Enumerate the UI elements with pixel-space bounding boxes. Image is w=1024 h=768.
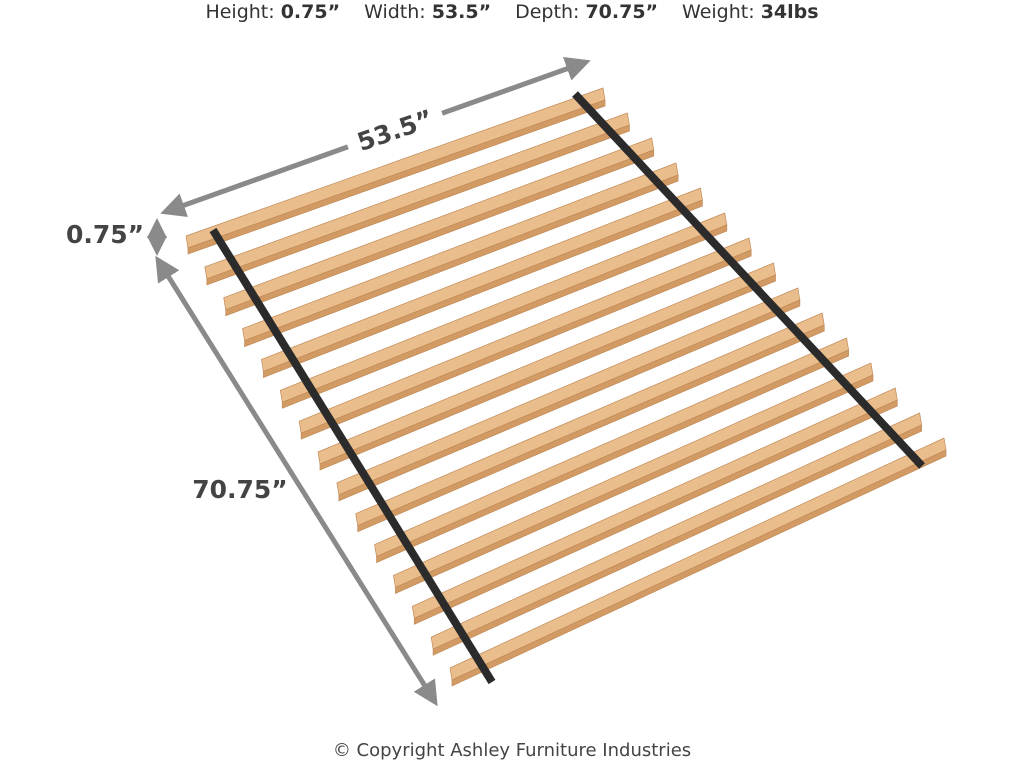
slats bbox=[185, 87, 947, 687]
depth-label: 70.75” bbox=[192, 475, 288, 504]
spec-label: Height: bbox=[205, 1, 275, 23]
depth-arrow bbox=[155, 255, 438, 707]
spec-label: Depth: bbox=[515, 1, 580, 23]
spec-value: 34lbs bbox=[760, 1, 819, 23]
spec-value: 0.75” bbox=[280, 1, 341, 23]
copyright: © Copyright Ashley Furniture Industries bbox=[332, 740, 692, 761]
spec-label: Width: bbox=[364, 1, 426, 23]
height-label: 0.75” bbox=[66, 220, 144, 249]
spec: Width: 53.5” bbox=[364, 1, 491, 23]
slat-edge bbox=[451, 449, 947, 687]
spec-label: Weight: bbox=[682, 1, 755, 23]
spec: Height: 0.75” bbox=[205, 1, 340, 23]
spec-value: 53.5” bbox=[431, 1, 492, 23]
spec: Weight: 34lbs bbox=[682, 1, 819, 23]
strap bbox=[572, 91, 925, 469]
spec: Depth: 70.75” bbox=[515, 1, 658, 23]
spec-header: Height: 0.75” Width: 53.5” Depth: 70.75” We… bbox=[0, 0, 1024, 24]
spec-value: 70.75” bbox=[585, 1, 659, 23]
label-bg bbox=[341, 96, 449, 164]
